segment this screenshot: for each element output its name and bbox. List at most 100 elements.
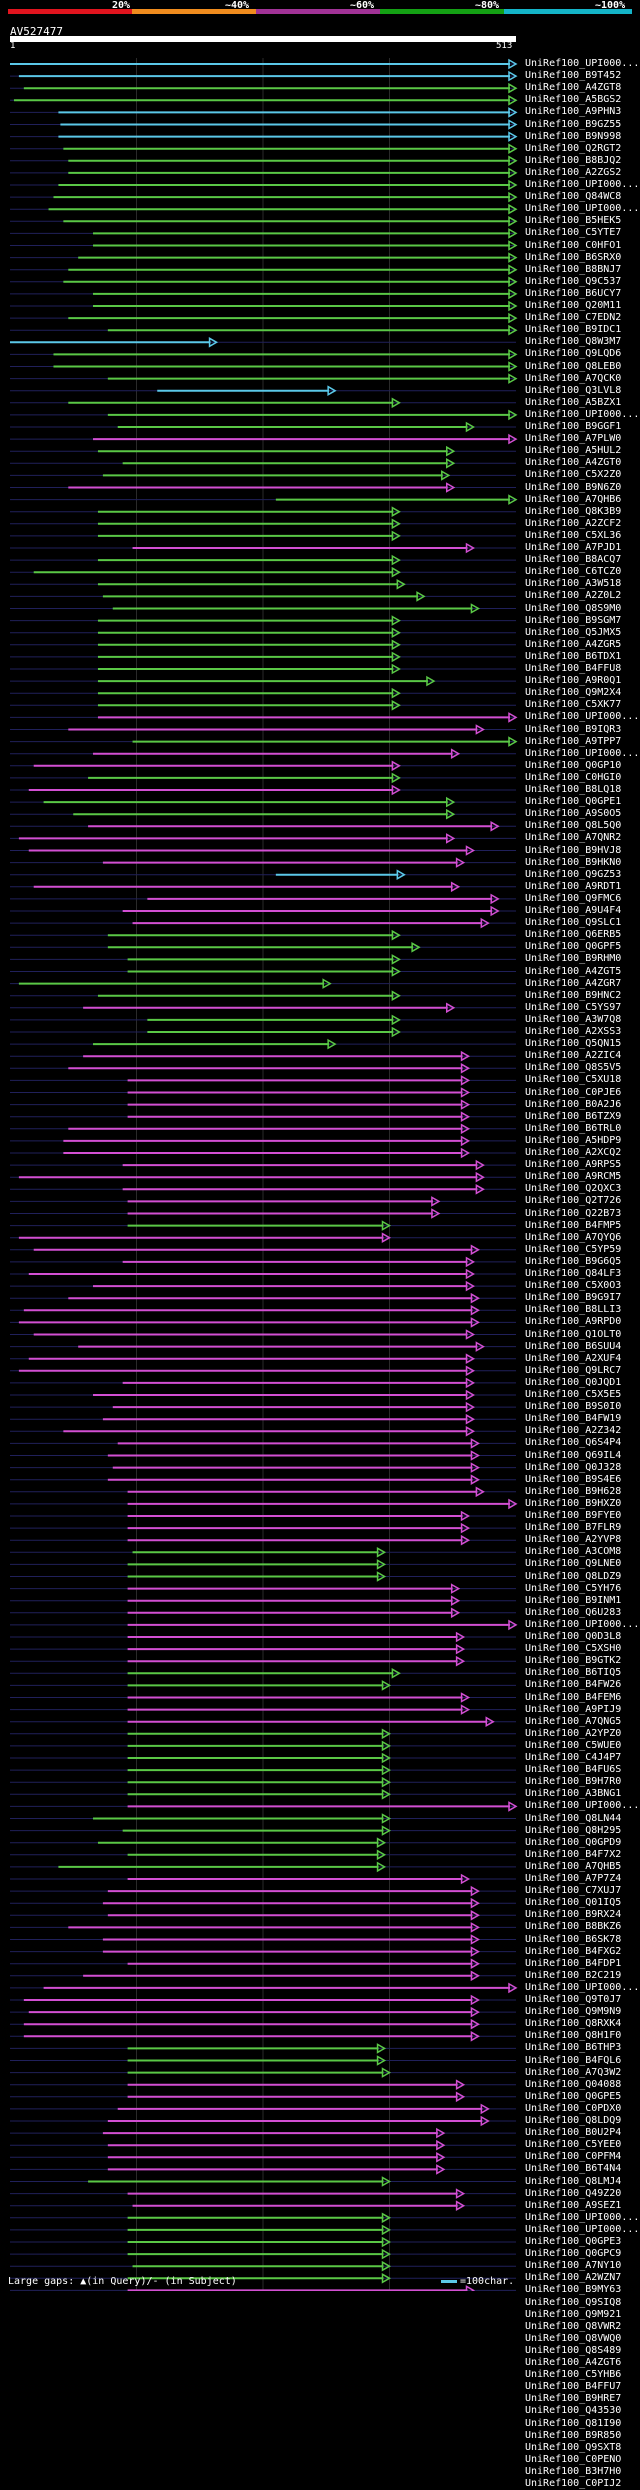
hit-label[interactable]: UniRef100_Q9GZ53 [525, 868, 622, 880]
hit-label[interactable]: UniRef100_A2Z342 [525, 1425, 622, 1437]
hit-label[interactable]: UniRef100_Q8S489 [525, 2344, 622, 2356]
hit-label[interactable]: UniRef100_A9PIJ9 [525, 1703, 622, 1715]
hit-label[interactable]: UniRef100_A2YVP8 [525, 1534, 622, 1546]
hit-label[interactable]: UniRef100_A9PHN3 [525, 106, 622, 118]
hit-label[interactable]: UniRef100_Q9LNE0 [525, 1558, 622, 1570]
hit-label[interactable]: UniRef100_A7P7Z4 [525, 1873, 622, 1884]
hit-label[interactable]: UniRef100_A9RPS5 [525, 1159, 622, 1171]
hit-label[interactable]: UniRef100_Q6S4P4 [525, 1437, 622, 1449]
hit-label[interactable]: UniRef100_C5YS97 [525, 1001, 622, 1013]
hit-label[interactable]: UniRef100_UPI000... [525, 1800, 640, 1812]
hit-label[interactable]: UniRef100_A7QNG5 [525, 1715, 622, 1727]
hit-label[interactable]: UniRef100_B4FQL6 [525, 2054, 622, 2066]
hit-label[interactable]: UniRef100_Q9SLC1 [525, 917, 622, 929]
hit-label[interactable]: UniRef100_C5WUE0 [525, 1739, 622, 1751]
hit-label[interactable]: UniRef100_Q8S5V5 [525, 1062, 622, 1074]
hit-label[interactable]: UniRef100_A7QYQ6 [525, 1231, 622, 1243]
hit-label[interactable]: UniRef100_B4FMP5 [525, 1219, 622, 1231]
hit-label[interactable]: UniRef100_A4ZGT6 [525, 2357, 622, 2368]
hit-label[interactable]: UniRef100_C5X2Z0 [525, 469, 622, 481]
hit-label[interactable]: UniRef100_Q8S9M0 [525, 602, 622, 614]
hit-label[interactable]: UniRef100_C5XU18 [525, 1074, 622, 1086]
hit-label[interactable]: UniRef100_Q3LVL8 [525, 384, 622, 396]
hit-label[interactable]: UniRef100_Q5QN15 [525, 1038, 622, 1050]
hit-label[interactable]: UniRef100_B8ACQ7 [525, 554, 622, 566]
hit-label[interactable]: UniRef100_B5HEK5 [525, 215, 622, 227]
hit-label[interactable]: UniRef100_A3W518 [525, 578, 622, 590]
hit-label[interactable]: UniRef100_C5YHB6 [525, 2369, 622, 2381]
hit-label[interactable]: UniRef100_A9S0O5 [525, 808, 622, 820]
hit-label[interactable]: UniRef100_A2Z0L2 [525, 590, 622, 602]
hit-label[interactable]: UniRef100_B9HXZ0 [525, 1497, 622, 1509]
hit-label[interactable]: UniRef100_UPI000... [525, 747, 640, 759]
hit-label[interactable]: UniRef100_C0PDX0 [525, 2102, 622, 2114]
hit-label[interactable]: UniRef100_A7QNR2 [525, 832, 622, 844]
hit-label[interactable]: UniRef100_A5BGS2 [525, 94, 622, 106]
hit-label[interactable]: UniRef100_C5X0O3 [525, 1280, 622, 1292]
hit-label[interactable]: UniRef100_A3BNG1 [525, 1788, 622, 1800]
hit-label[interactable]: UniRef100_C5X5E5 [525, 1389, 622, 1400]
hit-label[interactable]: UniRef100_B4F7X2 [525, 1848, 622, 1860]
hit-label[interactable]: UniRef100_A9RDT1 [525, 880, 622, 892]
hit-label[interactable]: UniRef100_Q9LQD6 [525, 348, 622, 360]
hit-label[interactable]: UniRef100_Q9SXT8 [525, 2441, 622, 2453]
hit-label[interactable]: UniRef100_A2XCQ2 [525, 1147, 622, 1158]
hit-label[interactable]: UniRef100_Q0JQD1 [525, 1376, 622, 1388]
hit-label[interactable]: UniRef100_Q43530 [525, 2405, 622, 2417]
hit-label[interactable]: UniRef100_B9N998 [525, 130, 622, 142]
hit-label[interactable]: UniRef100_B6TIQ5 [525, 1667, 622, 1679]
hit-label[interactable]: UniRef100_UPI000... [525, 1981, 640, 1993]
hit-label[interactable]: UniRef100_Q9LRC7 [525, 1364, 622, 1376]
hit-label[interactable]: UniRef100_Q0GPE5 [525, 2090, 622, 2102]
hit-label[interactable]: UniRef100_B9INM1 [525, 1594, 622, 1606]
hit-label[interactable]: UniRef100_C5XK77 [525, 699, 622, 711]
hit-label[interactable]: UniRef100_Q8VWR2 [525, 2320, 622, 2332]
hit-label[interactable]: UniRef100_A7QHB6 [525, 493, 622, 505]
hit-label[interactable]: UniRef100_B9SGM7 [525, 614, 622, 626]
hit-label[interactable]: UniRef100_C7XUJ7 [525, 1885, 622, 1897]
hit-label[interactable]: UniRef100_C5YTE7 [525, 227, 622, 239]
hit-label[interactable]: UniRef100_UPI000... [525, 179, 640, 190]
hit-label[interactable]: UniRef100_B6SK78 [525, 1933, 622, 1945]
hit-label[interactable]: UniRef100_A9RPD0 [525, 1316, 622, 1328]
hit-label[interactable]: UniRef100_B9S4E6 [525, 1473, 622, 1485]
hit-label[interactable]: UniRef100_Q81I90 [525, 2417, 622, 2429]
hit-label[interactable]: UniRef100_Q9T0J7 [525, 1994, 622, 2005]
hit-label[interactable]: UniRef100_B7FLR9 [525, 1522, 622, 1534]
hit-label[interactable]: UniRef100_B0U2P4 [525, 2127, 622, 2139]
hit-label[interactable]: UniRef100_Q9M921 [525, 2308, 622, 2320]
hit-label[interactable]: UniRef100_A3W7Q8 [525, 1013, 622, 1025]
hit-label[interactable]: UniRef100_C5YH76 [525, 1582, 622, 1594]
hit-label[interactable]: UniRef100_A2ZIC4 [525, 1050, 622, 1062]
hit-label[interactable]: UniRef100_B4FW19 [525, 1413, 622, 1425]
hit-label[interactable]: UniRef100_B6SRX0 [525, 251, 622, 263]
hit-label[interactable]: UniRef100_A9TPP7 [525, 735, 622, 747]
hit-label[interactable]: UniRef100_B9R850 [525, 2429, 622, 2441]
hit-label[interactable]: UniRef100_A2YPZ0 [525, 1727, 622, 1739]
hit-label[interactable]: UniRef100_A5HDP9 [525, 1134, 622, 1146]
hit-label[interactable]: UniRef100_Q9C537 [525, 275, 622, 287]
hit-label[interactable]: UniRef100_A7PJD1 [525, 542, 622, 553]
hit-label[interactable]: UniRef100_C5XL36 [525, 529, 622, 541]
hit-label[interactable]: UniRef100_A9U4F4 [525, 905, 622, 916]
hit-label[interactable]: UniRef100_B4FU6S [525, 1764, 622, 1776]
hit-label[interactable]: UniRef100_C5YEE0 [525, 2139, 622, 2151]
hit-label[interactable]: UniRef100_Q2RGT2 [525, 142, 622, 154]
hit-label[interactable]: UniRef100_C5XSH0 [525, 1643, 622, 1655]
hit-label[interactable]: UniRef100_Q04088 [525, 2078, 622, 2090]
hit-label[interactable]: UniRef100_B4FXG2 [525, 1945, 622, 1957]
hit-label[interactable]: UniRef100_Q9M2X4 [525, 687, 622, 699]
hit-label[interactable]: UniRef100_Q8VWQ0 [525, 2332, 622, 2344]
hit-label[interactable]: UniRef100_B9G9I7 [525, 1292, 622, 1304]
hit-label[interactable]: UniRef100_Q0GP10 [525, 759, 622, 771]
hit-label[interactable]: UniRef100_B9H628 [525, 1485, 622, 1497]
hit-label[interactable]: UniRef100_Q8RXK4 [525, 2018, 622, 2030]
hit-label[interactable]: UniRef100_A7NY10 [525, 2260, 622, 2272]
hit-label[interactable]: UniRef100_B4FFU8 [525, 663, 622, 674]
hit-label[interactable]: UniRef100_Q2T726 [525, 1195, 622, 1207]
hit-label[interactable]: UniRef100_Q0GPD9 [525, 1836, 622, 1848]
hit-label[interactable]: UniRef100_A4ZGR7 [525, 977, 622, 989]
hit-label[interactable]: UniRef100_Q8LEB0 [525, 360, 622, 372]
hit-label[interactable]: UniRef100_Q8LMJ4 [525, 2175, 622, 2187]
hit-label[interactable]: UniRef100_Q69IL4 [525, 1449, 622, 1461]
